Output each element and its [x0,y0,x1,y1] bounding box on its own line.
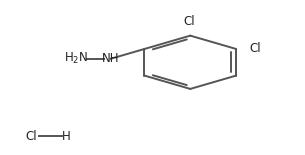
Text: NH: NH [102,52,119,65]
Text: Cl: Cl [26,130,38,143]
Text: H: H [62,130,71,143]
Text: Cl: Cl [250,42,261,55]
Text: H$_2$N: H$_2$N [64,51,88,66]
Text: Cl: Cl [183,15,195,28]
